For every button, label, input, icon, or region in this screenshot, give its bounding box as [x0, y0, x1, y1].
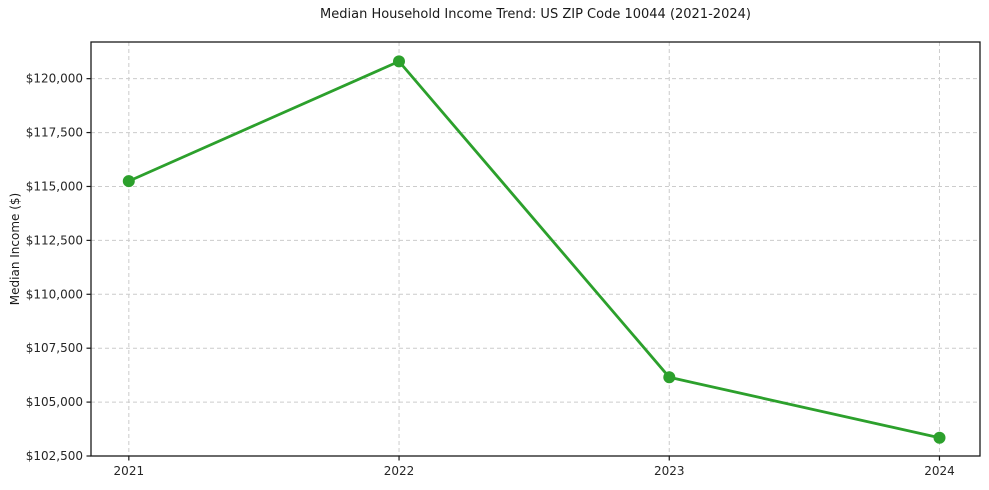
y-tick-label: $110,000 — [26, 287, 83, 301]
chart-title: Median Household Income Trend: US ZIP Co… — [320, 7, 751, 22]
x-tick-label: 2022 — [384, 464, 415, 478]
x-tick-label: 2021 — [114, 464, 145, 478]
axes-border — [90, 41, 981, 457]
y-tick-label: $102,500 — [26, 449, 83, 463]
y-tick-label: $112,500 — [26, 233, 83, 247]
y-tick-label: $107,500 — [26, 341, 83, 355]
data-point-marker — [663, 371, 676, 384]
data-point-marker — [122, 175, 135, 188]
y-tick-label: $105,000 — [26, 395, 83, 409]
y-tick-label: $117,500 — [26, 126, 83, 140]
data-point-marker — [933, 431, 946, 444]
y-tick-label: $120,000 — [26, 72, 83, 86]
trend-line — [127, 60, 941, 440]
y-tick-label: $115,000 — [26, 179, 83, 193]
data-point-marker — [393, 55, 405, 68]
x-tick-label: 2023 — [654, 464, 685, 478]
x-tick-label: 2024 — [924, 464, 955, 478]
